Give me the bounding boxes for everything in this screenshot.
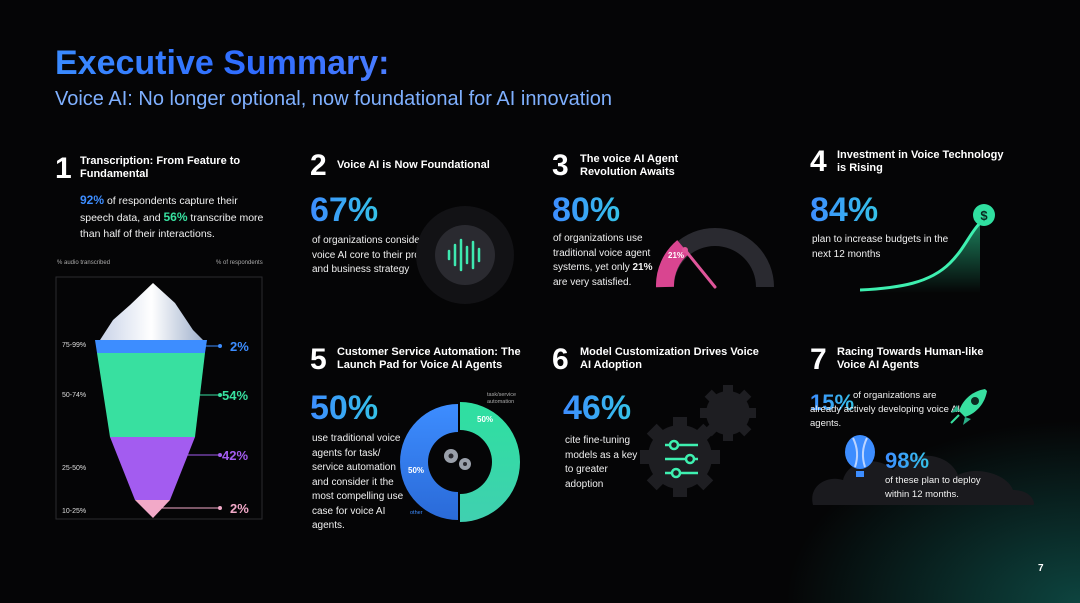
section-2-text: of organizations consider voice AI core … bbox=[312, 235, 439, 275]
value-label-3: 42% bbox=[222, 448, 249, 463]
section-3-text1: of organizations use traditional voice a… bbox=[553, 233, 651, 273]
section-7-stat1: 15% bbox=[810, 390, 855, 415]
axis-right-label: % of respondents bbox=[216, 260, 263, 266]
donut-slice-automation bbox=[460, 402, 520, 522]
gauge-needle bbox=[683, 248, 717, 289]
gauge-label: 21% bbox=[668, 251, 685, 260]
band-10-25 bbox=[135, 500, 170, 518]
section-4-title: Investment in Voice Technology is Rising bbox=[837, 149, 1004, 174]
dollar-icon bbox=[973, 204, 995, 226]
section-7-text1: of organizations are already actively de… bbox=[810, 390, 960, 429]
section-5-text: use traditional voice agents for task/ s… bbox=[312, 433, 404, 531]
gears-icon bbox=[444, 449, 471, 470]
section-2-title: Voice AI is Now Foundational bbox=[337, 159, 490, 171]
voice-waveform-icon bbox=[416, 206, 514, 304]
customization-gears-icon bbox=[640, 385, 756, 497]
growth-line-icon: $ bbox=[860, 204, 995, 293]
section-6-stat: 46% bbox=[563, 389, 632, 427]
section-1-number: 1 bbox=[55, 152, 72, 185]
value-label-1: 2% bbox=[230, 339, 249, 354]
section-5-stat: 50% bbox=[310, 389, 379, 427]
section-3-text2: are very satisfied. bbox=[553, 276, 632, 288]
section-6-text: cite fine-tuning models as a key to grea… bbox=[565, 435, 638, 490]
section-4-number: 4 bbox=[810, 145, 827, 178]
section-5-title: Customer Service Automation: The Launch … bbox=[337, 346, 521, 371]
section-7-number: 7 bbox=[810, 343, 827, 376]
band-label-2: 50-74% bbox=[62, 392, 87, 399]
hot-air-balloon-icon bbox=[845, 435, 875, 477]
page-title: Executive Summary: bbox=[55, 44, 390, 82]
section-6-title: Model Customization Drives Voice AI Adop… bbox=[580, 346, 759, 371]
donut-legend-bottom: other bbox=[410, 510, 423, 516]
section-3-stat: 80% bbox=[552, 191, 621, 229]
page-subtitle: Voice AI: No longer optional, now founda… bbox=[55, 88, 613, 110]
svg-text:$: $ bbox=[980, 208, 988, 223]
band-25-50 bbox=[110, 437, 195, 500]
satisfaction-gauge bbox=[656, 228, 774, 289]
value-label-4: 2% bbox=[230, 501, 249, 516]
section-3-title: The voice AI Agent Revolution Awaits bbox=[580, 153, 679, 178]
use-case-donut-chart bbox=[400, 402, 520, 522]
iceberg-chart bbox=[55, 276, 263, 520]
section-3-number: 3 bbox=[552, 149, 569, 182]
section-2-stat: 67% bbox=[310, 191, 379, 229]
section-7-stat2: 98% bbox=[885, 448, 930, 473]
band-label-3: 25-50% bbox=[62, 465, 87, 472]
axis-left-label: % audio transcribed bbox=[57, 260, 111, 266]
section-1-title: Transcription: From Feature to Fundament… bbox=[80, 155, 241, 180]
donut-label-left: 50% bbox=[408, 466, 425, 475]
section-1-text: 92% of respondents capture their speech … bbox=[80, 192, 265, 242]
rocket-icon bbox=[950, 389, 987, 425]
section-1-stat1: 92% bbox=[80, 193, 105, 207]
section-5-number: 5 bbox=[310, 343, 327, 376]
value-label-2: 54% bbox=[222, 388, 249, 403]
band-50-74 bbox=[97, 353, 205, 437]
section-4-text: plan to increase budgets in the next 12 … bbox=[812, 234, 949, 260]
section-3-text: of organizations use traditional voice a… bbox=[553, 232, 658, 290]
donut-legend-top: task/service automation bbox=[487, 392, 517, 406]
section-1-text2: transcribe more than half of their inter… bbox=[80, 212, 264, 240]
section-3-stat2: 21% bbox=[632, 262, 653, 273]
section-1-text1: of respondents capture their speech data… bbox=[80, 195, 238, 225]
section-7-title: Racing Towards Human-like Voice AI Agent… bbox=[837, 346, 984, 371]
iceberg-tip bbox=[100, 283, 203, 340]
section-7-text2: of these plan to deploy within 12 months… bbox=[885, 475, 981, 500]
sliders-icon bbox=[665, 439, 698, 479]
donut-label-right: 50% bbox=[477, 415, 494, 424]
band-label-1: 75-99% bbox=[62, 342, 87, 349]
band-75-99 bbox=[95, 340, 207, 353]
section-2-number: 2 bbox=[310, 149, 327, 182]
page-number: 7 bbox=[1038, 563, 1044, 574]
donut-slice-other bbox=[400, 404, 458, 520]
section-6-number: 6 bbox=[552, 343, 569, 376]
section-4-stat: 84% bbox=[810, 191, 879, 229]
cloud-illustration bbox=[812, 435, 1034, 505]
band-label-4: 10-25% bbox=[62, 508, 87, 515]
section-1-stat2: 56% bbox=[163, 210, 188, 225]
